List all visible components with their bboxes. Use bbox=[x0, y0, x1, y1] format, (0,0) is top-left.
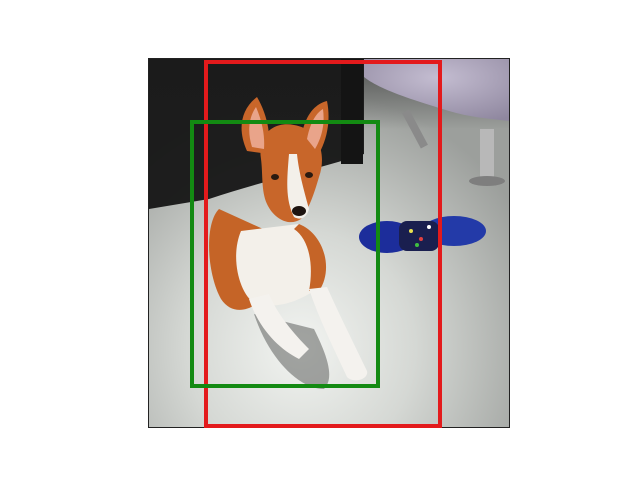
dog-eye-right bbox=[305, 172, 313, 178]
dog-leg-left bbox=[249, 294, 309, 359]
chair-leg bbox=[402, 109, 428, 149]
dog-eye-left bbox=[271, 174, 279, 180]
chair-seat bbox=[364, 59, 509, 121]
dog-photo bbox=[149, 59, 509, 427]
dog-nose bbox=[292, 206, 306, 216]
dog-leg-right bbox=[309, 287, 368, 381]
photo-frame bbox=[148, 58, 510, 428]
chair-leg-dark bbox=[341, 59, 363, 164]
dog-chest bbox=[236, 224, 320, 306]
chair-leg-metal bbox=[480, 129, 494, 181]
